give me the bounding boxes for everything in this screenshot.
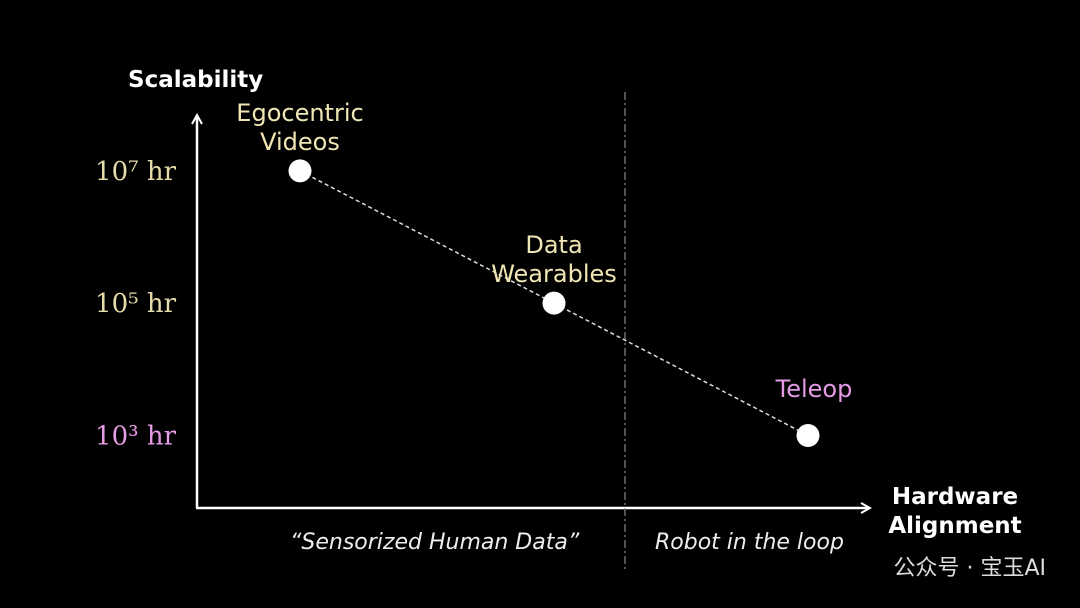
region-label: “Sensorized Human Data” — [290, 530, 580, 555]
watermark: 公众号 · 宝玉AI — [893, 556, 1046, 581]
region-label: Robot in the loop — [655, 530, 844, 555]
point-label: Data Wearables — [491, 231, 617, 289]
point — [796, 423, 820, 447]
y-tick-label: 10⁷ hr — [95, 157, 177, 187]
point — [542, 291, 566, 315]
y-tick-label: 10⁵ hr — [95, 289, 177, 319]
point-label: Egocentric Videos — [236, 98, 364, 156]
point — [288, 159, 312, 183]
x-axis-title: Hardware Alignment — [888, 484, 1022, 539]
trend-line — [299, 170, 809, 437]
y-tick-label: 10³ hr — [95, 421, 177, 451]
point-label: Teleop — [775, 375, 853, 404]
y-axis-title: Scalability — [128, 67, 264, 93]
